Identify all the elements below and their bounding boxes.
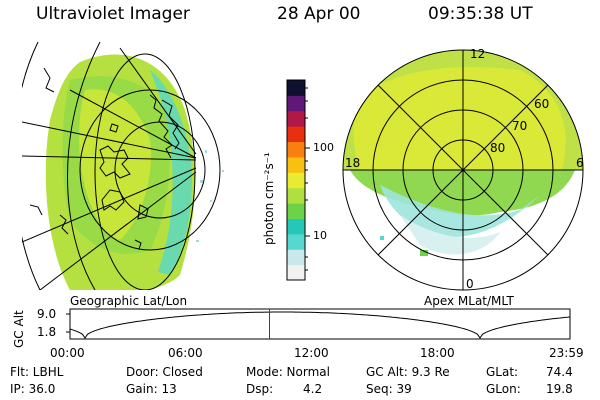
colorbar-tick-100: 100 xyxy=(313,141,334,154)
glat-label: GLat: xyxy=(486,365,519,379)
altitude-axis-label: GC Alt xyxy=(12,310,26,348)
colorbar-swatch xyxy=(287,264,305,281)
time-tick-0000: 00:00 xyxy=(50,346,85,360)
colorbar-unit-label: photon cm⁻²s⁻¹ xyxy=(262,152,276,245)
instrument-title: Ultraviolet Imager xyxy=(36,4,190,24)
mlt-label-6: 6 xyxy=(576,156,584,170)
dsp-value: 4.2 xyxy=(303,382,323,396)
filter-status: Flt: LBHL xyxy=(10,365,64,379)
colorbar-tick-10: 10 xyxy=(313,229,327,242)
sequence-status: Seq: 39 xyxy=(366,382,412,396)
geographic-image xyxy=(22,41,224,290)
colorbar-swatch xyxy=(287,110,305,127)
colorbar-swatch xyxy=(287,156,305,173)
glat-value: 74.4 xyxy=(546,365,573,379)
colorbar-swatch xyxy=(287,187,305,204)
altitude-tick-low: 1.8 xyxy=(37,325,57,339)
colorbar xyxy=(286,79,310,281)
polar-grid xyxy=(342,49,584,291)
mlt-label-0: 0 xyxy=(466,277,474,291)
observation-date: 28 Apr 00 xyxy=(277,4,361,24)
colorbar-swatch xyxy=(287,126,305,143)
colorbar-swatch xyxy=(287,203,305,219)
colorbar-swatch xyxy=(287,95,305,112)
ip-status: IP: 36.0 xyxy=(10,382,56,396)
gc-altitude-status: GC Alt: 9.3 Re xyxy=(366,365,450,379)
colorbar-swatch xyxy=(287,233,305,250)
time-tick-2359: 23:59 xyxy=(549,346,584,360)
mlt-label-18: 18 xyxy=(345,156,361,170)
altitude-plot xyxy=(66,308,571,340)
time-tick-0600: 06:00 xyxy=(168,346,203,360)
mlat-label-70: 70 xyxy=(512,119,528,133)
dsp-label: Dsp: xyxy=(246,382,274,396)
mlt-label-12: 12 xyxy=(470,47,486,61)
colorbar-swatch xyxy=(287,218,305,235)
time-tick-1200: 12:00 xyxy=(294,346,329,360)
colorbar-swatch xyxy=(287,80,305,96)
glon-label: GLon: xyxy=(486,382,521,396)
mlat-label-80: 80 xyxy=(490,141,506,155)
right-panel-caption: Apex MLat/MLT xyxy=(424,294,514,308)
colorbar-swatch xyxy=(287,172,305,189)
gain-status: Gain: 13 xyxy=(126,382,177,396)
colorbar-swatch xyxy=(287,249,305,266)
time-tick-1800: 18:00 xyxy=(420,346,455,360)
colorbar-swatch xyxy=(287,141,305,158)
observation-time: 09:35:38 UT xyxy=(428,4,533,24)
left-panel-caption: Geographic Lat/Lon xyxy=(70,294,188,308)
glon-value: 19.8 xyxy=(546,382,573,396)
mode-status: Mode: Normal xyxy=(246,365,330,379)
mlat-label-60: 60 xyxy=(534,97,550,111)
altitude-tick-high: 9.0 xyxy=(37,307,57,321)
door-status: Door: Closed xyxy=(126,365,203,379)
